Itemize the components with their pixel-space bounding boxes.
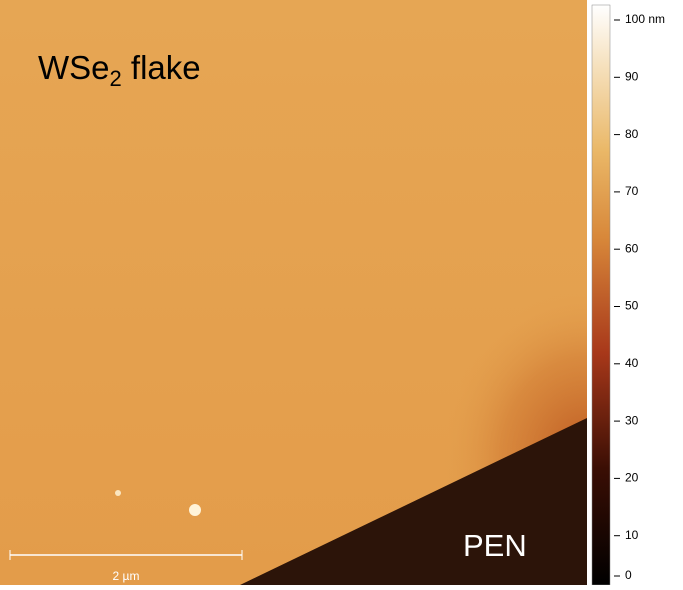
colorbar-tick-label: 30: [625, 413, 639, 427]
particle: [115, 490, 121, 496]
colorbar-tick-label: 70: [625, 184, 639, 198]
colorbar-tick-label: 20: [625, 471, 639, 485]
scale-bar-label: 2 µm: [113, 569, 140, 583]
afm-image: WSe2 flake PEN 2 µm: [0, 0, 587, 585]
colorbar-tick-label: 0: [625, 568, 632, 582]
substrate-label: PEN: [463, 528, 527, 563]
colorbar-tick-label: 80: [625, 127, 639, 141]
label-text: flake: [122, 49, 201, 86]
colorbar-tick-label: 40: [625, 356, 639, 370]
label-text: WSe: [38, 49, 110, 86]
colorbar-axis: 0 10 20 30 40 50 60 70 80 90 100 nm: [614, 12, 665, 582]
particle: [189, 504, 201, 516]
colorbar-tick-label: 90: [625, 69, 639, 83]
label-subscript: 2: [110, 66, 122, 91]
colorbar-tick-label: 100 nm: [625, 12, 665, 26]
colorbar-tick-label: 50: [625, 299, 639, 313]
colorbar: [592, 5, 610, 585]
afm-figure: WSe2 flake PEN 2 µm 0 10 20 30 40 50 60 70 80 90 1…: [0, 0, 683, 585]
colorbar-tick-label: 10: [625, 528, 639, 542]
colorbar-tick-label: 60: [625, 241, 639, 255]
